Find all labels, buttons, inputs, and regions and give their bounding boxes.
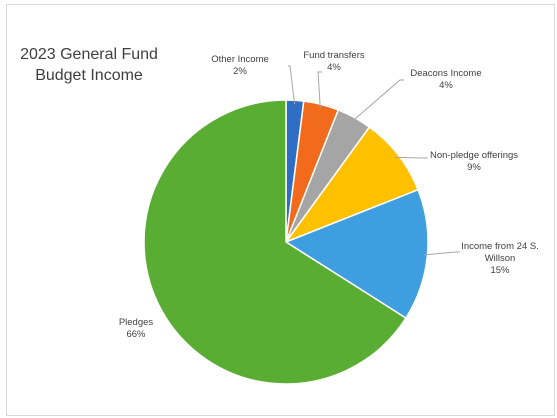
leader-line-4	[423, 251, 460, 256]
pie-slice-3	[283, 126, 420, 244]
leader-line-1	[317, 71, 322, 109]
chart-title-line-2: Budget Income	[35, 67, 143, 84]
data-label-5: Pledges 66%	[119, 317, 154, 340]
pie-slice-5	[143, 99, 407, 385]
leader-line-3	[395, 156, 428, 159]
chart-title: 2023 General Fund Budget Income	[14, 44, 164, 86]
leader-line-0	[288, 65, 296, 105]
data-label-3: Non-pledge offerings 9%	[430, 150, 518, 173]
data-label-2: Deacons Income 4%	[410, 68, 481, 91]
data-label-1: Fund transfers 4%	[303, 50, 364, 73]
pie-slice-4	[284, 188, 429, 320]
leader-line-2	[352, 79, 404, 122]
data-label-0: Other Income 2%	[211, 54, 269, 77]
chart-title-line-1: 2023 General Fund	[20, 46, 158, 63]
data-label-4: Income from 24 S. Willson 15%	[461, 241, 539, 276]
